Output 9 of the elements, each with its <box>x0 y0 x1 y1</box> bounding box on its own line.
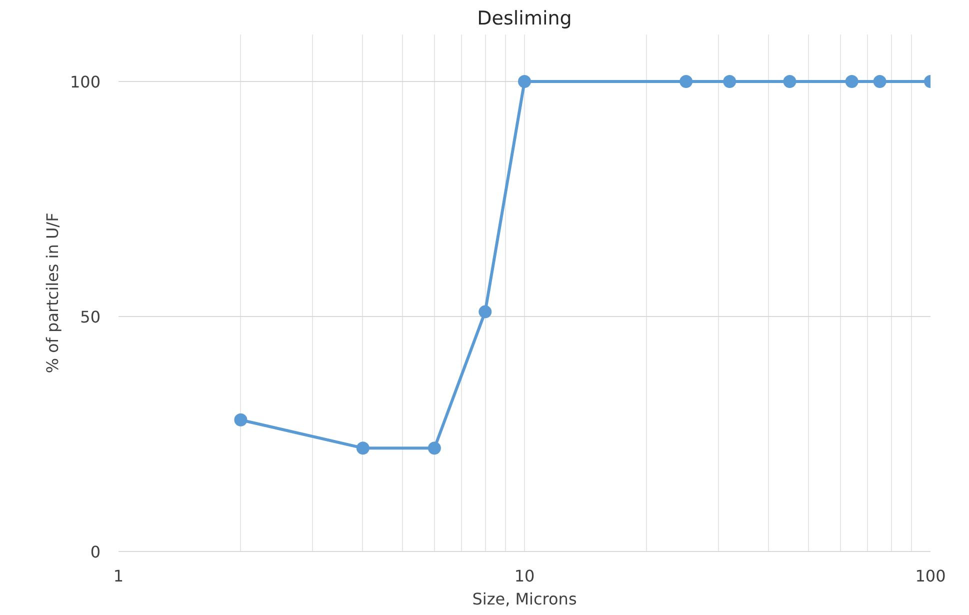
x-tick-label: 1 <box>113 566 124 586</box>
x-axis-title: Size, Microns <box>472 590 577 608</box>
y-axis-title: % of partciles in U/F <box>42 212 62 374</box>
y-tick-label: 100 <box>70 72 101 92</box>
chart-title: Desliming <box>477 8 572 30</box>
x-tick-label: 100 <box>915 566 946 586</box>
y-tick-label: 0 <box>90 542 101 562</box>
x-tick-label: 10 <box>514 566 535 586</box>
y-tick-label: 50 <box>80 308 100 326</box>
